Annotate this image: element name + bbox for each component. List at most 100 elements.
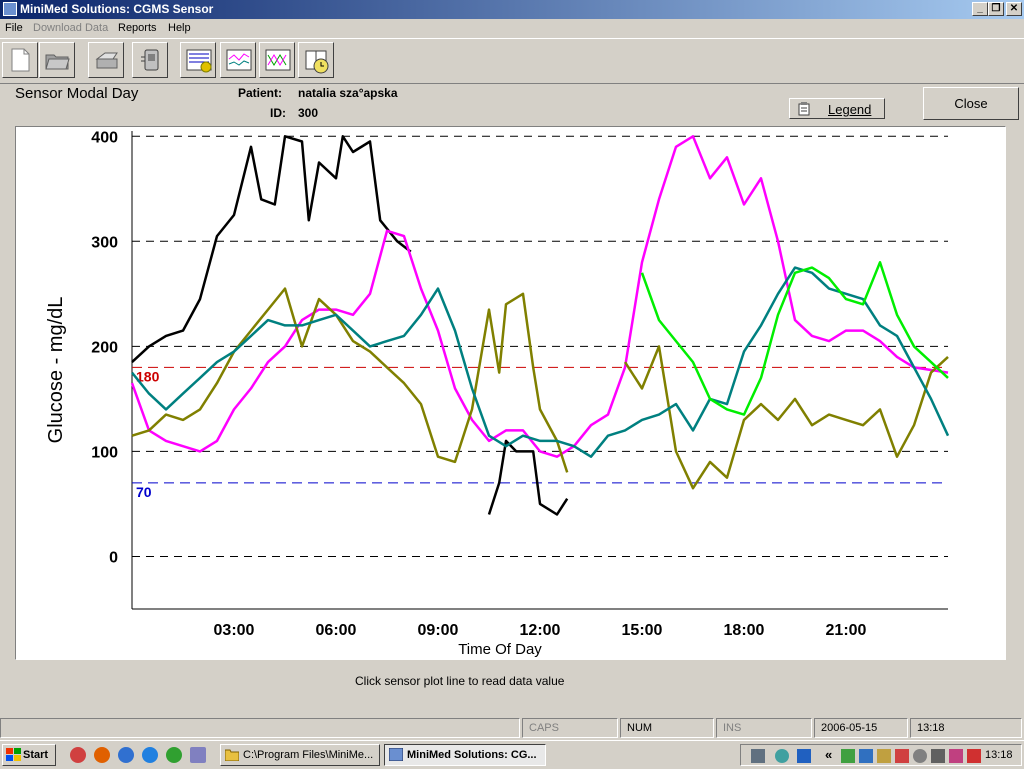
tray-network-icon[interactable] bbox=[751, 749, 765, 763]
sensor-series-line[interactable] bbox=[623, 345, 949, 490]
y-tick-label: 400 bbox=[91, 129, 118, 146]
patient-label: Patient: bbox=[238, 86, 283, 100]
sensor-series-line[interactable] bbox=[131, 266, 950, 458]
report-title: Sensor Modal Day bbox=[15, 85, 139, 102]
print-button[interactable] bbox=[88, 42, 124, 78]
x-tick-label: 21:00 bbox=[826, 622, 867, 639]
status-caps: CAPS bbox=[522, 718, 618, 738]
task-minimed-label: MiniMed Solutions: CG... bbox=[407, 749, 537, 761]
tray-app1-icon[interactable] bbox=[841, 749, 855, 763]
threshold-label: 70 bbox=[136, 484, 152, 500]
toolbar bbox=[0, 38, 1024, 84]
tray-antivirus-icon[interactable] bbox=[895, 749, 909, 763]
tray-display-icon[interactable] bbox=[797, 749, 811, 763]
quicklaunch-mozilla-icon[interactable] bbox=[70, 747, 86, 763]
close-window-button[interactable]: ✕ bbox=[1006, 2, 1022, 16]
taskbar: Start C:\Program Files\MiniMe... MiniMed… bbox=[0, 740, 1024, 769]
clipboard-icon bbox=[798, 102, 810, 116]
book-clock-icon bbox=[305, 50, 329, 74]
quicklaunch-desktop-icon[interactable] bbox=[190, 747, 206, 763]
title-bar: MiniMed Solutions: CGMS Sensor _ ❐ ✕ bbox=[0, 0, 1024, 19]
menu-download-data[interactable]: Download Data bbox=[33, 22, 109, 34]
tray-sync-icon[interactable] bbox=[775, 749, 789, 763]
tray-acrobat-icon[interactable] bbox=[967, 749, 981, 763]
status-ins: INS bbox=[716, 718, 812, 738]
y-tick-label: 300 bbox=[91, 234, 118, 251]
download-device-button[interactable] bbox=[132, 42, 168, 78]
status-time: 13:18 bbox=[910, 718, 1022, 738]
id-value: 300 bbox=[298, 106, 319, 120]
modal-day-report-button[interactable] bbox=[180, 42, 216, 78]
start-label: Start bbox=[23, 749, 49, 761]
task-minimed[interactable]: MiniMed Solutions: CG... bbox=[384, 744, 546, 766]
download-device-icon bbox=[141, 49, 159, 71]
print-icon bbox=[95, 52, 118, 69]
open-button[interactable] bbox=[39, 42, 75, 78]
minimed-app-icon bbox=[389, 748, 403, 761]
y-axis-label: Glucose - mg/dL bbox=[45, 297, 67, 444]
x-axis-label: Time Of Day bbox=[458, 641, 542, 658]
tray-app2-icon[interactable] bbox=[859, 749, 873, 763]
quicklaunch-firefox-icon[interactable] bbox=[94, 747, 110, 763]
tray-app4-icon[interactable] bbox=[913, 749, 927, 763]
task-explorer-label: C:\Program Files\MiniMe... bbox=[243, 749, 374, 761]
quicklaunch-ie-icon[interactable] bbox=[142, 747, 158, 763]
x-tick-label: 18:00 bbox=[724, 622, 765, 639]
daily-trend-graph-icon bbox=[265, 49, 291, 71]
tray-app3-icon[interactable] bbox=[877, 749, 891, 763]
book-clock-button[interactable] bbox=[298, 42, 334, 78]
menu-bar: File Download Data Reports Help bbox=[0, 19, 1024, 37]
menu-reports[interactable]: Reports bbox=[118, 22, 157, 34]
overlay-graph-icon bbox=[226, 49, 252, 71]
threshold-label: 180 bbox=[136, 368, 160, 384]
menu-help[interactable]: Help bbox=[168, 22, 191, 34]
legend-label: Legend bbox=[828, 102, 872, 117]
open-folder-icon bbox=[45, 54, 70, 70]
glucose-chart[interactable]: 0 100 200 300 400 03:00 06:00 09:00 12:00 15:00 18… bbox=[16, 127, 1005, 659]
sensor-series-line[interactable] bbox=[487, 439, 569, 516]
minimize-button[interactable]: _ bbox=[972, 2, 988, 16]
restore-button[interactable]: ❐ bbox=[988, 2, 1004, 16]
folder-icon bbox=[225, 749, 239, 761]
status-date: 2006-05-15 bbox=[814, 718, 908, 738]
tray-clock: 13:18 bbox=[985, 749, 1013, 761]
y-tick-label: 0 bbox=[109, 549, 118, 566]
window-title: MiniMed Solutions: CGMS Sensor bbox=[20, 2, 214, 16]
sensor-series-line[interactable] bbox=[131, 135, 412, 364]
close-button[interactable]: Close bbox=[923, 87, 1019, 120]
overlay-graph-button[interactable] bbox=[220, 42, 256, 78]
sensor-series-line[interactable] bbox=[640, 261, 949, 416]
windows-logo-icon bbox=[6, 748, 21, 761]
system-tray: « 13:18 bbox=[740, 744, 1022, 766]
x-tick-label: 09:00 bbox=[418, 622, 459, 639]
x-tick-label: 06:00 bbox=[316, 622, 357, 639]
status-bar: CAPS NUM INS 2006-05-15 13:18 bbox=[0, 716, 1024, 740]
x-tick-label: 12:00 bbox=[520, 622, 561, 639]
legend-button[interactable]: Legend bbox=[789, 98, 885, 119]
patient-value: natalia sza°apska bbox=[298, 86, 398, 100]
hint-text: Click sensor plot line to read data valu… bbox=[355, 674, 565, 688]
sensor-series-line[interactable] bbox=[130, 135, 949, 458]
quicklaunch-media-player-icon[interactable] bbox=[166, 747, 182, 763]
task-explorer[interactable]: C:\Program Files\MiniMe... bbox=[220, 744, 380, 766]
new-button[interactable] bbox=[2, 42, 38, 78]
y-tick-label: 200 bbox=[91, 339, 118, 356]
quicklaunch-outlook-icon[interactable] bbox=[118, 747, 134, 763]
x-tick-label: 03:00 bbox=[214, 622, 255, 639]
chart-panel: 0 100 200 300 400 03:00 06:00 09:00 12:00 15:00 18… bbox=[15, 126, 1006, 660]
show-hidden-icons-icon[interactable]: « bbox=[825, 747, 833, 762]
status-num: NUM bbox=[620, 718, 714, 738]
sensor-series-line[interactable] bbox=[131, 287, 569, 473]
status-message bbox=[0, 718, 520, 738]
modal-day-report-icon bbox=[186, 49, 212, 73]
app-icon bbox=[3, 2, 17, 16]
daily-trend-graph-button[interactable] bbox=[259, 42, 295, 78]
x-tick-label: 15:00 bbox=[622, 622, 663, 639]
y-tick-label: 100 bbox=[91, 444, 118, 461]
tray-app5-icon[interactable] bbox=[931, 749, 945, 763]
id-label: ID: bbox=[270, 106, 286, 120]
new-document-icon bbox=[11, 48, 30, 72]
tray-app6-icon[interactable] bbox=[949, 749, 963, 763]
menu-file[interactable]: File bbox=[5, 22, 23, 34]
start-button[interactable]: Start bbox=[2, 744, 56, 766]
